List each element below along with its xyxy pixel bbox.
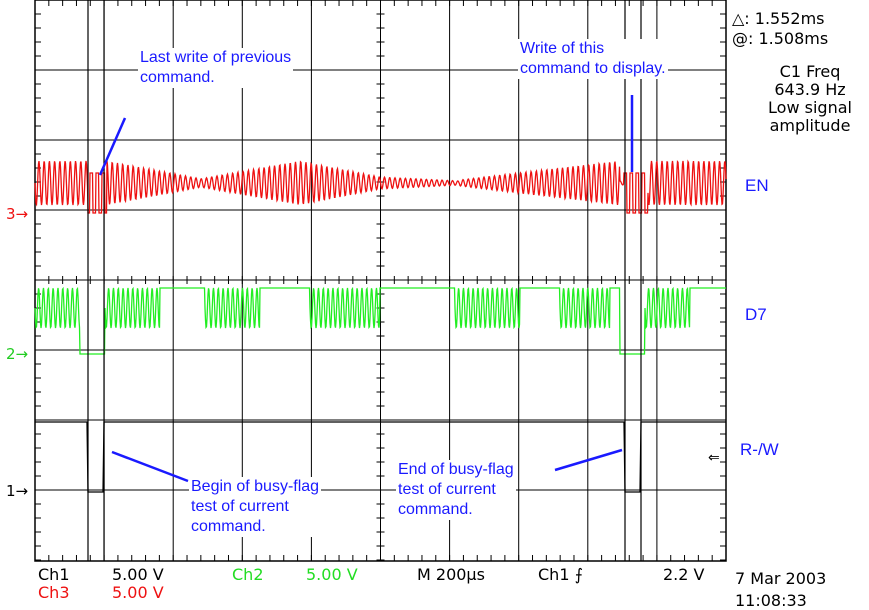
- ch3-ground-marker: 3→: [6, 205, 28, 223]
- ch3-marker-arrow-icon: →: [15, 205, 29, 223]
- trigger-source-label: Ch1: [538, 565, 570, 584]
- ch2-ground-marker: 2→: [6, 345, 28, 363]
- annotation-end-busy: End of busy-flag test of current command…: [396, 460, 516, 520]
- freq-readout-line3: Low signal: [768, 98, 852, 117]
- annotation-begin-busy-line3: command.: [191, 518, 266, 535]
- annotation-begin-busy: Begin of busy-flag test of current comma…: [189, 477, 322, 537]
- capture-time: 11:08:33: [735, 591, 807, 610]
- ch1-marker-arrow-icon: →: [15, 482, 29, 500]
- ch2-status-label: Ch2: [232, 565, 264, 584]
- time-cursors: [87, 0, 642, 561]
- ch1-marker-label: 1: [6, 482, 16, 500]
- ch2-scale: 5.00 V: [306, 565, 358, 584]
- annotation-end-busy-line3: command.: [398, 501, 473, 518]
- signal-label-rw: R-/W: [740, 440, 779, 459]
- ch1-status-label: Ch1: [38, 565, 70, 584]
- ch1-waveform: [35, 421, 726, 493]
- trigger-level: 2.2 V: [663, 565, 705, 584]
- ch3-status-label: Ch3: [38, 583, 70, 602]
- pointer-end-busy: [554, 448, 623, 472]
- ch1-rw-trace: [35, 421, 726, 493]
- trigger-level-arrow-icon: ⇐: [708, 450, 720, 466]
- annotation-last-write-line1: Last write of previous: [140, 49, 292, 66]
- annotation-last-write-line2: command.: [140, 69, 215, 86]
- annotation-pointers: [98, 95, 634, 483]
- annotation-last-write: Last write of previous command.: [138, 48, 294, 88]
- annotation-end-busy-line1: End of busy-flag: [398, 461, 514, 478]
- ch2-waveform: [34, 286, 726, 355]
- ch3-scale: 5.00 V: [112, 583, 164, 602]
- annotation-begin-busy-line2: test of current: [191, 498, 289, 515]
- annotation-this-write-line1: Write of this: [520, 40, 605, 57]
- freq-readout-line4: amplitude: [769, 116, 851, 135]
- pointer-begin-busy: [111, 450, 189, 483]
- ch3-marker-label: 3: [6, 205, 16, 223]
- freq-readout-line2: 643.9 Hz: [774, 80, 846, 99]
- cursor-delta-readout: △: 1.552ms: [732, 9, 825, 28]
- ch1-ground-marker: 1→: [6, 482, 28, 500]
- ch3-waveform: [34, 159, 727, 214]
- ch2-marker-arrow-icon: →: [15, 345, 29, 363]
- trigger-edge-icon: ⨍: [574, 565, 583, 584]
- trigger-source: Ch1 ⨍: [538, 566, 583, 584]
- timebase-readout: M 200μs: [417, 565, 485, 584]
- ch1-scale: 5.00 V: [112, 565, 164, 584]
- signal-label-d7: D7: [745, 305, 767, 324]
- ch2-marker-label: 2: [6, 345, 16, 363]
- annotation-end-busy-line2: test of current: [398, 481, 496, 498]
- ch2-d7-trace: [34, 286, 726, 355]
- cursor-position-readout: @: 1.508ms: [732, 29, 829, 48]
- pointer-last-write: [98, 117, 127, 176]
- annotation-this-write-line2: command to display.: [520, 60, 666, 77]
- ch3-en-trace: [34, 159, 727, 214]
- freq-readout-line1: C1 Freq: [779, 62, 841, 81]
- signal-label-en: EN: [745, 176, 769, 195]
- annotation-this-write: Write of this command to display.: [518, 39, 668, 79]
- capture-date: 7 Mar 2003: [735, 569, 827, 588]
- annotation-begin-busy-line1: Begin of busy-flag: [191, 478, 320, 495]
